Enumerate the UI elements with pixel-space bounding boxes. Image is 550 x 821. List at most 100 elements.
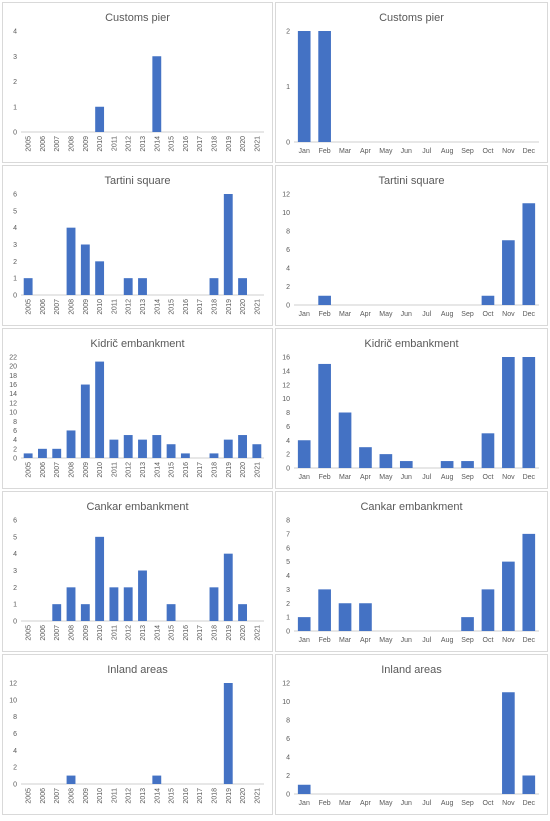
bar xyxy=(152,775,162,784)
bar xyxy=(95,261,105,295)
x-tick-label: 2014 xyxy=(154,625,161,641)
x-tick-label: 2020 xyxy=(240,299,247,315)
x-tick-label: 2020 xyxy=(240,788,247,804)
chart-title: Kidrič embankment xyxy=(90,338,184,350)
bar-chart: Kidrič embankment 0 2 4 6 8 10 12 14 16 Jan Feb Mar A… xyxy=(282,338,539,481)
x-tick-label: Sep xyxy=(461,311,474,318)
x-tick-label: Jan xyxy=(299,311,310,318)
bar xyxy=(109,587,119,621)
y-tick-label: 0 xyxy=(13,619,17,626)
x-tick-label: 2014 xyxy=(154,299,161,315)
bar xyxy=(166,444,176,458)
x-tick-label: 2017 xyxy=(197,625,204,641)
x-tick-label: 2007 xyxy=(54,788,61,804)
x-tick-label: Feb xyxy=(319,311,331,318)
x-tick-label: 2008 xyxy=(69,788,76,804)
x-tick-label: Mar xyxy=(339,637,352,644)
y-tick-label: 2 xyxy=(286,773,290,780)
x-tick-label: 2013 xyxy=(140,299,147,315)
x-tick-label: Apr xyxy=(360,311,372,318)
y-tick-label: 8 xyxy=(286,518,290,525)
y-tick-label: 6 xyxy=(286,424,290,431)
chart-title: Cankar embankment xyxy=(360,501,462,513)
x-tick-label: 2017 xyxy=(197,462,204,478)
y-tick-label: 0 xyxy=(286,466,290,473)
y-tick-label: 12 xyxy=(282,382,290,389)
x-tick-label: 2013 xyxy=(140,788,147,804)
chart-panel: Kidrič embankment 0 2 4 6 8 10 12 14 16 Jan Feb Mar A… xyxy=(275,328,548,489)
x-tick-label: Apr xyxy=(360,474,372,481)
y-tick-label: 10 xyxy=(282,210,290,217)
bar xyxy=(209,587,219,621)
x-tick-label: 2018 xyxy=(211,788,218,804)
x-tick-label: 2009 xyxy=(83,299,90,315)
x-tick-label: Mar xyxy=(339,311,352,318)
bar xyxy=(80,604,90,621)
y-tick-label: 20 xyxy=(9,364,17,371)
bar xyxy=(66,227,76,295)
y-tick-label: 6 xyxy=(286,247,290,254)
y-tick-label: 3 xyxy=(286,587,290,594)
x-tick-label: 2017 xyxy=(197,136,204,152)
x-tick-label: Oct xyxy=(483,474,494,481)
x-tick-label: 2019 xyxy=(226,136,233,152)
x-tick-label: Jan xyxy=(299,148,310,155)
x-tick-label: Apr xyxy=(360,637,372,644)
x-tick-label: 2016 xyxy=(183,136,190,152)
bar xyxy=(297,617,311,631)
chart-panel: Tartini square 0 2 4 6 8 10 12 Jan Feb Mar Apr May Ju… xyxy=(275,165,548,326)
bar xyxy=(138,278,147,295)
x-tick-label: 2014 xyxy=(154,462,161,478)
bar xyxy=(252,444,262,458)
y-tick-label: 3 xyxy=(13,568,17,575)
x-tick-label: Apr xyxy=(360,800,372,807)
x-tick-label: 2011 xyxy=(111,299,118,314)
y-tick-label: 1 xyxy=(13,104,17,111)
x-tick-label: Jul xyxy=(422,148,431,155)
x-tick-label: 2010 xyxy=(97,625,104,641)
x-tick-label: 2005 xyxy=(26,299,33,315)
x-tick-label: 2013 xyxy=(140,625,147,641)
x-tick-label: 2020 xyxy=(240,462,247,478)
x-tick-label: May xyxy=(379,637,393,644)
y-tick-label: 12 xyxy=(9,681,17,688)
bar xyxy=(338,412,352,468)
bar xyxy=(238,604,247,621)
x-tick-label: Jan xyxy=(299,800,310,807)
bar xyxy=(502,240,515,305)
x-tick-label: 2005 xyxy=(26,788,33,804)
bar-chart: Tartini square 0 1 2 3 4 5 6 2005 2006 2007 2008 200… xyxy=(13,175,264,315)
x-tick-label: Feb xyxy=(319,800,331,807)
chart-panel: Inland areas 0 2 4 6 8 10 12 Jan Feb Mar Apr May Jun J… xyxy=(275,654,548,815)
y-tick-label: 1 xyxy=(13,276,17,283)
x-tick-label: 2010 xyxy=(97,136,104,152)
y-tick-label: 1 xyxy=(286,84,290,91)
x-tick-label: 2018 xyxy=(211,136,218,152)
x-tick-label: Aug xyxy=(441,637,454,644)
bar xyxy=(223,683,233,784)
x-tick-label: 2012 xyxy=(126,462,133,478)
y-tick-label: 2 xyxy=(13,765,17,772)
x-tick-label: 2009 xyxy=(83,625,90,641)
chart-title: Tartini square xyxy=(378,175,444,187)
x-tick-label: 2019 xyxy=(226,788,233,804)
x-tick-label: Jun xyxy=(401,800,412,807)
x-tick-label: Sep xyxy=(461,800,474,807)
bar xyxy=(522,775,536,794)
x-tick-label: 2017 xyxy=(197,299,204,315)
bar-chart: Customs pier 0 1 2 Jan Feb Mar Apr May Jun Jul Aug S… xyxy=(286,12,539,155)
x-tick-label: Feb xyxy=(319,148,331,155)
x-tick-label: Jun xyxy=(401,311,412,318)
x-tick-label: 2016 xyxy=(183,462,190,478)
x-tick-label: 2021 xyxy=(254,136,261,152)
x-tick-label: 2008 xyxy=(69,136,76,152)
x-tick-label: 2007 xyxy=(54,136,61,152)
x-tick-label: 2008 xyxy=(69,625,76,641)
x-tick-label: Feb xyxy=(319,637,331,644)
y-tick-label: 16 xyxy=(9,382,17,389)
x-tick-label: 2017 xyxy=(197,788,204,804)
bar xyxy=(238,435,247,458)
bar-chart: Cankar embankment 0 1 2 3 4 5 6 2005 2006 2007 2008… xyxy=(13,501,264,641)
bar xyxy=(522,357,536,468)
y-tick-label: 12 xyxy=(282,681,290,688)
